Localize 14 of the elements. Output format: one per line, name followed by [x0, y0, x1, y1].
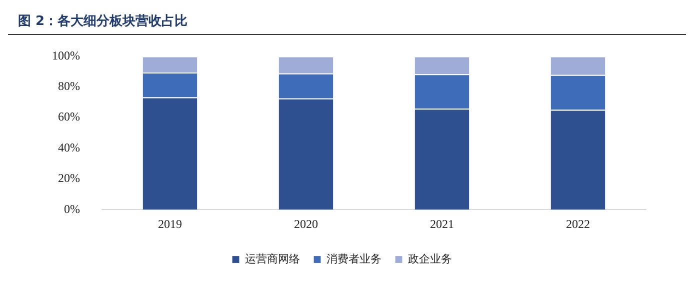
- x-tick-label: 2022: [566, 216, 590, 231]
- y-tick-label: 100%: [52, 48, 80, 62]
- legend-label: 运营商网络: [244, 252, 300, 266]
- y-tick-label: 20%: [58, 171, 80, 186]
- y-tick-label: 60%: [58, 110, 80, 124]
- x-tick-label: 2020: [294, 216, 318, 231]
- y-tick-label: 0%: [64, 202, 80, 216]
- x-tick-label: 2021: [430, 216, 454, 231]
- y-tick-label: 40%: [58, 140, 80, 154]
- x-tick-label: 2019: [158, 216, 182, 231]
- chart-title: 图 2：各大细分板块营收占比: [8, 8, 686, 35]
- legend-label: 消费者业务: [326, 252, 382, 266]
- y-tick-label: 80%: [58, 79, 80, 94]
- legend-label: 政企业务: [408, 252, 452, 266]
